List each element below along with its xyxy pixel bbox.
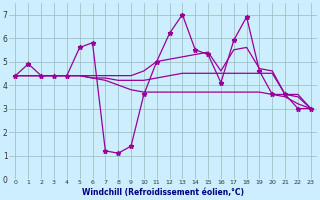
X-axis label: Windchill (Refroidissement éolien,°C): Windchill (Refroidissement éolien,°C) bbox=[82, 188, 244, 197]
